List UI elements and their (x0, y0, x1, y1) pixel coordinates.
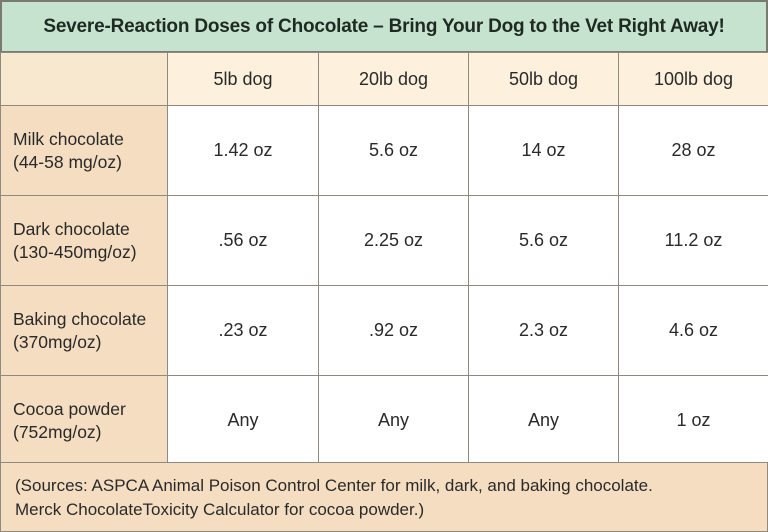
table-cell: Any (167, 375, 319, 466)
table-cell: 1.42 oz (167, 105, 319, 196)
row-label: Milk chocolate (13, 128, 124, 149)
column-header-20lb: 20lb dog (318, 52, 469, 106)
row-header-cocoa-powder: Cocoa powder (752mg/oz) (0, 375, 168, 466)
table-cell: 5.6 oz (468, 195, 619, 286)
table-cell: 4.6 oz (618, 285, 768, 376)
row-sublabel: (752mg/oz) (13, 421, 102, 442)
table-cell: 28 oz (618, 105, 768, 196)
table-row-dark-chocolate: Dark chocolate (130-450mg/oz) .56 oz 2.2… (0, 195, 768, 286)
table-cell: 2.3 oz (468, 285, 619, 376)
page-title: Severe-Reaction Doses of Chocolate – Bri… (43, 15, 725, 37)
row-header-dark-chocolate: Dark chocolate (130-450mg/oz) (0, 195, 168, 286)
column-header-5lb: 5lb dog (167, 52, 319, 106)
table-cell: 14 oz (468, 105, 619, 196)
row-label: Baking chocolate (13, 308, 147, 329)
table-header-row: 5lb dog 20lb dog 50lb dog 100lb dog (0, 52, 768, 106)
table-cell: 5.6 oz (318, 105, 469, 196)
table-row-milk-chocolate: Milk chocolate (44-58 mg/oz) 1.42 oz 5.6… (0, 105, 768, 196)
sources-footnote: (Sources: ASPCA Animal Poison Control Ce… (0, 462, 768, 532)
table-cell: .92 oz (318, 285, 469, 376)
row-label: Dark chocolate (13, 218, 130, 239)
table-cell: 1 oz (618, 375, 768, 466)
table-corner-cell (0, 52, 168, 106)
table-cell: 11.2 oz (618, 195, 768, 286)
sources-line-1: (Sources: ASPCA Animal Poison Control Ce… (15, 476, 653, 495)
sources-line-2: Merck ChocolateToxicity Calculator for c… (15, 500, 425, 519)
row-header-milk-chocolate: Milk chocolate (44-58 mg/oz) (0, 105, 168, 196)
table-cell: .23 oz (167, 285, 319, 376)
row-label: Cocoa powder (13, 398, 126, 419)
title-banner: Severe-Reaction Doses of Chocolate – Bri… (0, 0, 768, 53)
table-cell: Any (318, 375, 469, 466)
column-header-50lb: 50lb dog (468, 52, 619, 106)
dose-table: 5lb dog 20lb dog 50lb dog 100lb dog Milk… (0, 52, 768, 466)
table-row-baking-chocolate: Baking chocolate (370mg/oz) .23 oz .92 o… (0, 285, 768, 376)
table-cell: .56 oz (167, 195, 319, 286)
row-sublabel: (370mg/oz) (13, 331, 102, 352)
row-sublabel: (44-58 mg/oz) (13, 151, 122, 172)
table-cell: 2.25 oz (318, 195, 469, 286)
row-sublabel: (130-450mg/oz) (13, 241, 137, 262)
table-row-cocoa-powder: Cocoa powder (752mg/oz) Any Any Any 1 oz (0, 375, 768, 466)
row-header-baking-chocolate: Baking chocolate (370mg/oz) (0, 285, 168, 376)
table-cell: Any (468, 375, 619, 466)
column-header-100lb: 100lb dog (618, 52, 768, 106)
